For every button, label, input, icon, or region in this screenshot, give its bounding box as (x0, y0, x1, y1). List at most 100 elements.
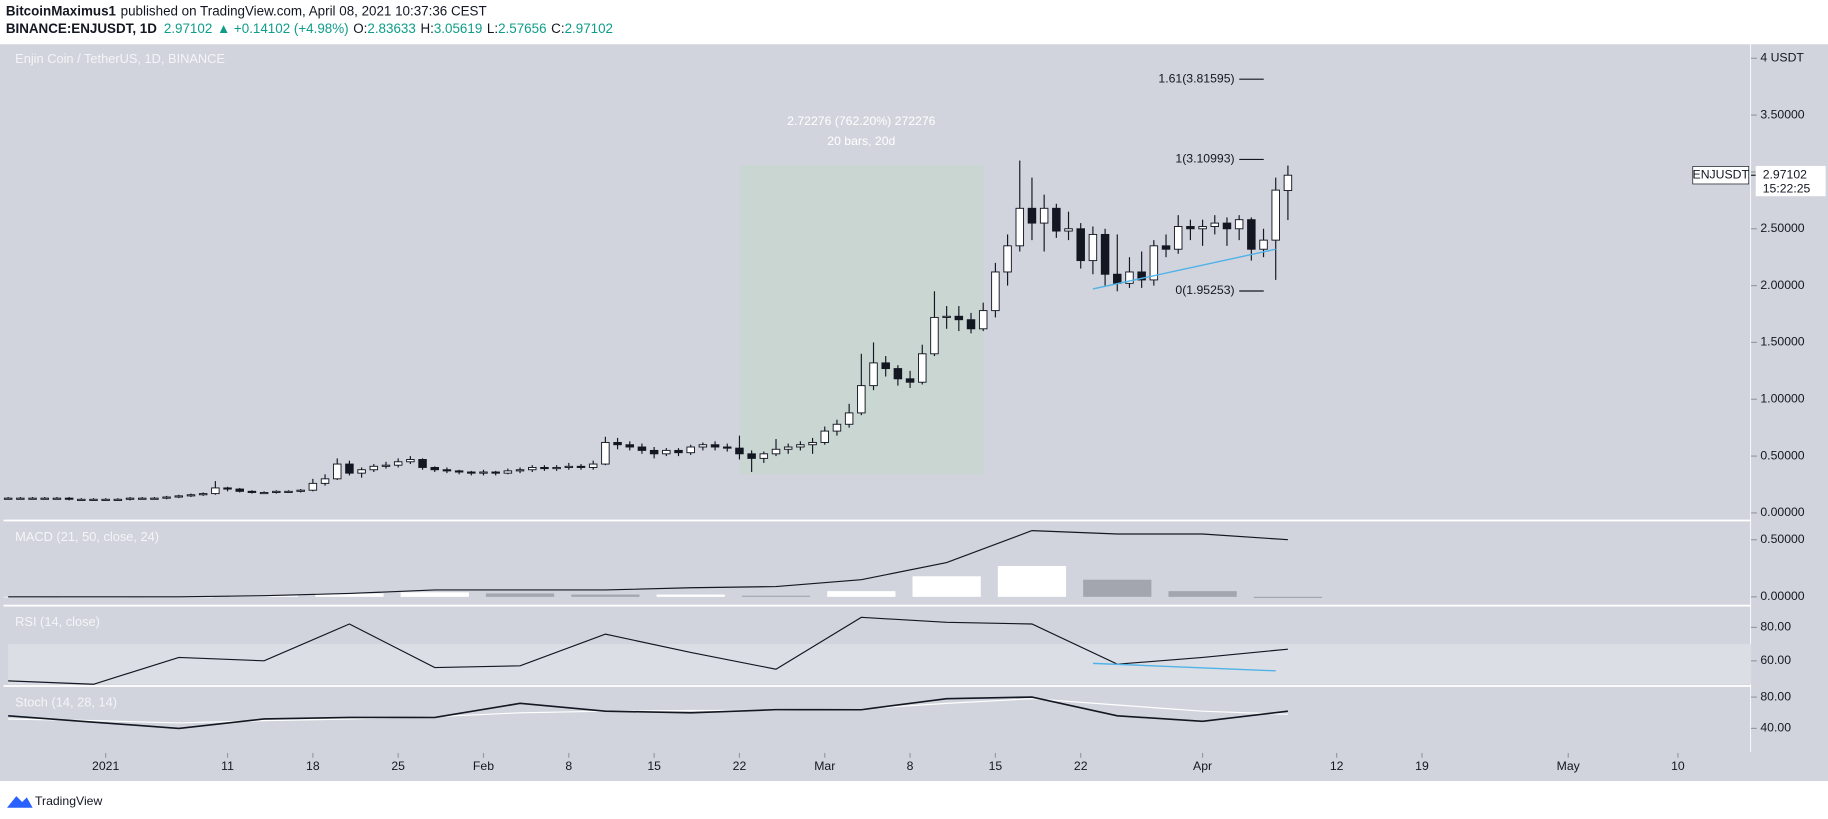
candle-body (1015, 207, 1025, 247)
candle-body (1076, 228, 1085, 262)
candle-body (698, 444, 708, 448)
rsi-band (8, 644, 1752, 685)
y-tick-label: 60.00 (1760, 653, 1791, 667)
countdown: 15:22:25 (1763, 181, 1811, 195)
x-tick-label: 8 (907, 759, 914, 773)
macd-histogram-bar (1083, 579, 1152, 597)
macd-histogram-bar (1253, 596, 1323, 598)
y-tick-label: 1.50000 (1760, 335, 1804, 349)
candle-body (686, 446, 695, 454)
macd-line (8, 530, 1288, 598)
candle-body (198, 493, 208, 496)
candle-body (832, 423, 842, 432)
ohlc-value: 2.97102 (565, 21, 613, 36)
candle-body (1247, 219, 1256, 250)
x-tick-label: 12 (1330, 759, 1344, 773)
candle-body (783, 446, 793, 450)
candle-body (89, 498, 98, 501)
x-tick-label: 15 (989, 759, 1003, 773)
candle-body (479, 471, 488, 474)
candle-body (369, 465, 379, 471)
candle-body (454, 470, 464, 473)
candle-body (710, 444, 720, 448)
candle-body (137, 497, 147, 500)
candle-body (418, 459, 427, 468)
ohlc-value: 2.83633 (367, 21, 415, 36)
candle-body (881, 362, 890, 370)
candle-body (674, 449, 683, 454)
stoch-k-line (8, 696, 1288, 730)
y-tick-label: 3.50000 (1760, 107, 1804, 121)
candle-body (649, 449, 659, 455)
candle-body (918, 353, 927, 383)
candle-body (357, 469, 366, 474)
candle-body (1234, 219, 1244, 230)
candle-body (930, 316, 939, 355)
price-value: 2.97102 (1763, 167, 1807, 181)
candle-body (1161, 245, 1171, 250)
candle-body (64, 497, 74, 500)
candle-body (905, 378, 915, 383)
candle-body (1027, 207, 1037, 224)
candle-body (1052, 207, 1061, 232)
x-tick-label: Mar (814, 759, 835, 773)
candle-body (1271, 189, 1280, 241)
candle-body (406, 459, 415, 463)
pane-title: RSI (14, close) (15, 614, 100, 629)
candle-body (1198, 226, 1207, 230)
candle-body (345, 463, 354, 474)
ohlc-label: L: (487, 21, 498, 36)
header-line-2: BINANCE:ENJUSDT, 1D 2.97102 ▲ +0.14102 (+4… (6, 21, 613, 36)
candle-body (1283, 174, 1293, 192)
candle-body (28, 497, 37, 500)
candle-body (491, 471, 500, 474)
candle-body (247, 490, 257, 493)
candle-body (735, 447, 744, 455)
macd-histogram-bar (997, 565, 1067, 597)
symbol-box (1692, 166, 1750, 185)
candle-body (503, 470, 513, 474)
pane-title: Stoch (14, 28, 14) (15, 694, 117, 709)
candle-body (1259, 239, 1268, 250)
y-tick-label: 2.50000 (1760, 221, 1804, 235)
candle-body (211, 487, 220, 495)
macd-histogram-bar (571, 594, 640, 597)
macd-histogram-bar (656, 594, 725, 597)
stoch-d-line (8, 698, 1288, 724)
layers: 2.72276 (762.20%) 272276 20 bars, 20d Enji… (3, 44, 1752, 752)
y-tick-label: 0.00000 (1760, 505, 1804, 519)
y-tick-label: 80.00 (1760, 689, 1791, 703)
candle-body (259, 492, 269, 495)
candle-body (601, 441, 610, 465)
candle-body (564, 465, 574, 468)
fib-label: 0(1.95253) (1175, 283, 1234, 297)
rsi-line (8, 616, 1288, 685)
x-tick-label: 22 (733, 759, 747, 773)
candle-body (954, 315, 964, 321)
candle-body (552, 466, 561, 470)
candle-body (296, 489, 305, 492)
macd-histogram-bar (400, 592, 469, 597)
x-tick-label: 11 (221, 759, 234, 773)
candle-body (467, 471, 476, 474)
measure-box (739, 165, 984, 475)
candle-body (1222, 222, 1232, 230)
x-tick-label: Feb (473, 759, 494, 773)
candle-body (723, 446, 732, 449)
footer-brand: TradingView (35, 794, 102, 808)
candle-body (125, 497, 135, 500)
candle-body (77, 498, 86, 501)
candle-body (3, 497, 13, 500)
candle-body (162, 496, 171, 499)
candle-body (235, 488, 244, 492)
macd-histogram-bar (315, 593, 384, 597)
macd-histogram-bar (912, 576, 981, 597)
candle-body (1210, 222, 1220, 227)
x-tick-label: 10 (1671, 759, 1685, 773)
pane-title: MACD (21, 50, close, 24) (15, 529, 159, 544)
candle-body (1186, 226, 1195, 230)
macd-histogram-bar (229, 595, 299, 597)
candle-body (223, 487, 232, 490)
